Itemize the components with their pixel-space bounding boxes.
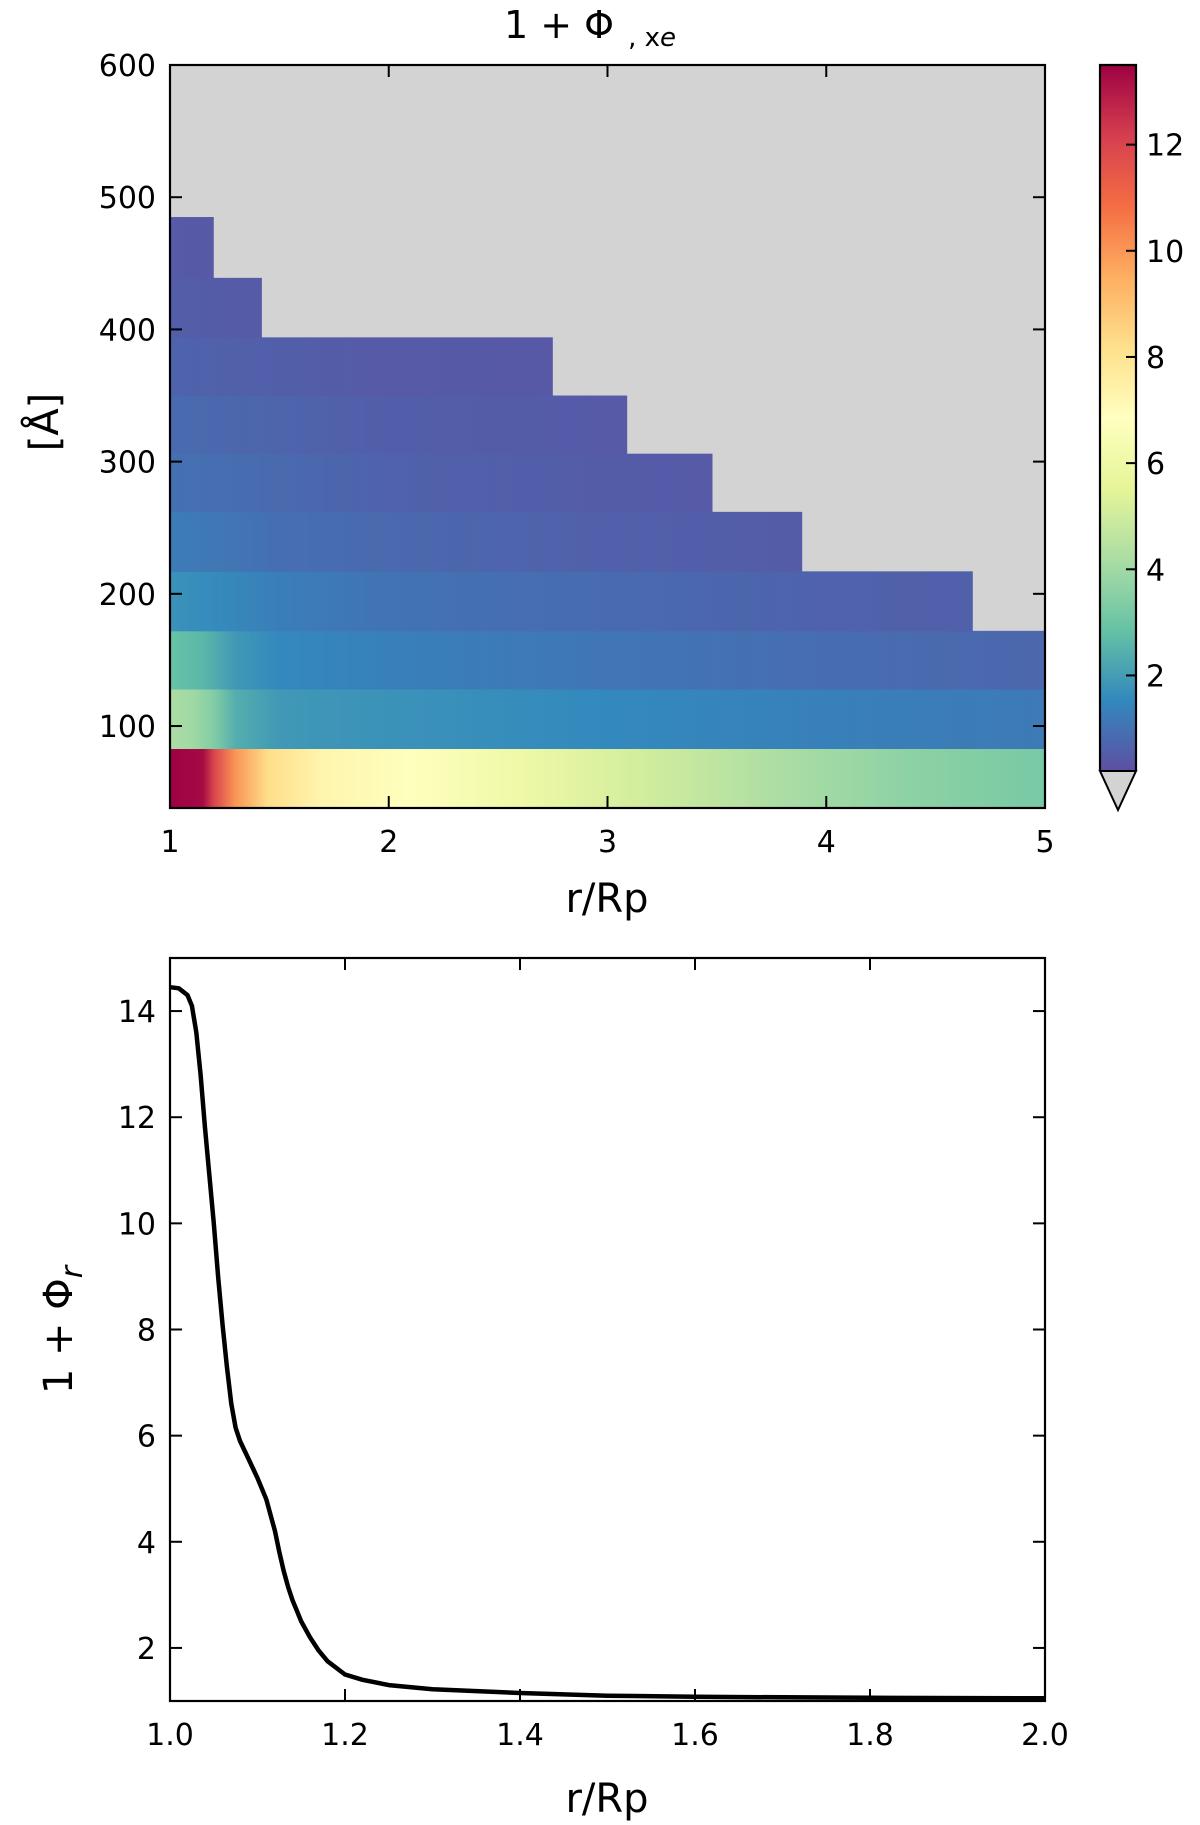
colorbar-tick-label: 10: [1146, 235, 1184, 270]
x-tick-label: 2.0: [1021, 1718, 1069, 1753]
y-tick-label: 4: [137, 1526, 156, 1561]
x-tick-label: 2: [379, 825, 398, 860]
heatmap-y-label: [Å]: [20, 393, 68, 452]
heatmap-row: [170, 453, 713, 513]
heatmap-row: [170, 630, 1045, 690]
x-tick-label: 4: [817, 825, 836, 860]
colorbar-body: [1100, 65, 1136, 771]
x-tick-label: 1.0: [146, 1718, 194, 1753]
x-tick-label: 1: [160, 825, 179, 860]
colorbar-tick-label: 6: [1146, 447, 1165, 482]
heatmap-title: 1 + Φ, xe: [504, 3, 676, 53]
x-tick-label: 1.6: [671, 1718, 719, 1753]
heatmap-row: [170, 337, 553, 397]
colorbar-tick-label: 12: [1146, 129, 1184, 164]
line-y-axis: 2 4 6 8 10 12 14: [118, 995, 1045, 1667]
heatmap-cells: [170, 65, 1045, 809]
y-tick-label: 8: [137, 1314, 156, 1349]
heatmap-row: [170, 511, 803, 572]
y-tick-label: 200: [99, 578, 156, 613]
y-tick-label: 14: [118, 995, 156, 1030]
line-frame: [168, 956, 1047, 1703]
heatmap-x-label: r/Rp: [565, 876, 648, 922]
y-tick-label: 600: [99, 49, 156, 84]
heatmap-row: [170, 395, 628, 455]
y-tick-label: 300: [99, 446, 156, 481]
colorbar-tick-label: 2: [1146, 659, 1165, 694]
y-tick-label: 100: [99, 710, 156, 745]
line-x-label: r/Rp: [565, 1776, 648, 1822]
x-tick-label: 5: [1035, 825, 1054, 860]
y-tick-label: 400: [99, 313, 156, 348]
colorbar-tick-label: 4: [1146, 553, 1165, 588]
colorbar-under-extension: [1098, 770, 1138, 813]
x-tick-label: 3: [598, 825, 617, 860]
heatmap-row: [170, 689, 1045, 750]
colorbar-frame: [1098, 63, 1138, 771]
heatmap-row: [170, 217, 214, 279]
heatmap-y-axis: 100 200 300 400 500 600: [99, 49, 1045, 745]
x-tick-label: 1.8: [846, 1718, 894, 1753]
y-tick-label: 12: [118, 1101, 156, 1136]
line-y-label: 1 + Φr: [36, 1264, 90, 1394]
heatmap-row: [170, 571, 973, 632]
y-tick-label: 6: [137, 1420, 156, 1455]
heatmap-row: [170, 277, 262, 338]
x-tick-label: 1.4: [496, 1718, 544, 1753]
y-tick-label: 2: [137, 1632, 156, 1667]
colorbar-tick-label: 8: [1146, 341, 1165, 376]
y-tick-label: 10: [118, 1207, 156, 1242]
line-x-axis: 1.0 1.2 1.4 1.6 1.8 2.0: [146, 958, 1069, 1753]
colorbar-ticks: 2 4 6 8 10 12: [1126, 129, 1184, 694]
colorbar: 2 4 6 8 10 12: [1098, 63, 1184, 813]
y-tick-label: 500: [99, 181, 156, 216]
line-chart: 1.0 1.2 1.4 1.6 1.8 2.0 2 4 6 8 10 12 14 r/Rp 1 + Φ…: [36, 956, 1069, 1822]
series-line: [169, 984, 1046, 1701]
x-tick-label: 1.2: [321, 1718, 369, 1753]
heatmap-x-axis: 1 2 3 4 5: [160, 65, 1055, 860]
